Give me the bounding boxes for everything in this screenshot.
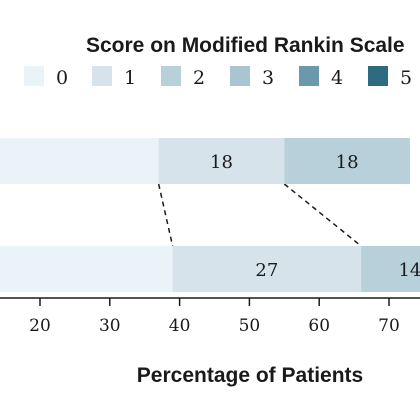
bar-1-segment-2 [284, 138, 410, 184]
bar-1-segment-0 [0, 138, 159, 184]
legend-swatch-4 [299, 66, 319, 86]
legend-swatch-3 [230, 66, 250, 86]
legend-title: Score on Modified Rankin Scale [86, 34, 405, 57]
bar-1-label-1: 18 [210, 152, 233, 173]
bar-2-label-2: 14 [398, 260, 420, 281]
bar-1-label-2: 18 [336, 152, 359, 173]
connector-lines [157, 183, 362, 247]
x-tick-label-20: 20 [29, 316, 51, 336]
bar-1-segment-1 [158, 138, 285, 184]
legend-label-1: 1 [124, 67, 136, 89]
legend-swatch-2 [161, 66, 181, 86]
bar-2-label-1: 27 [255, 260, 278, 281]
legend-label-4: 4 [331, 67, 343, 89]
bar-2-segment-2 [361, 246, 420, 292]
x-axis-title: Percentage of Patients [137, 364, 363, 387]
legend-label-0: 0 [56, 67, 68, 89]
legend-label-5: 5 [400, 67, 412, 89]
legend-swatch-1 [92, 66, 112, 86]
x-tick-label-40: 40 [169, 316, 191, 336]
connector-line-1 [157, 183, 174, 247]
x-tick-label-70: 70 [378, 316, 400, 336]
legend-swatch-0 [24, 66, 44, 86]
bars: 371818392714 [0, 138, 420, 292]
x-axis: 20 30 40 50 60 70 [0, 297, 420, 336]
legend: 0 1 2 3 4 5 [24, 66, 412, 89]
legend-swatch-5 [368, 66, 388, 86]
connector-line-2 [283, 183, 362, 247]
bar-2-segment-0 [0, 246, 173, 292]
x-tick-label-50: 50 [239, 316, 261, 336]
legend-label-2: 2 [193, 67, 205, 89]
x-tick-label-60: 60 [308, 316, 330, 336]
bar-2-segment-1 [172, 246, 362, 292]
legend-label-3: 3 [262, 67, 274, 89]
x-tick-label-30: 30 [99, 316, 121, 336]
